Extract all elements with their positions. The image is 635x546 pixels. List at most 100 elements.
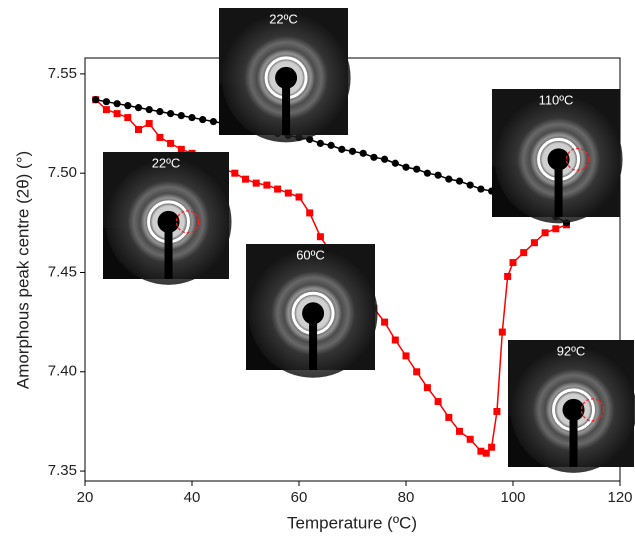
point — [445, 175, 453, 183]
point — [252, 179, 260, 187]
inset-label: 22ºC — [269, 11, 298, 26]
inset-beamstop — [547, 148, 570, 171]
point — [402, 163, 410, 171]
point — [135, 125, 142, 133]
inset-stem — [282, 77, 291, 135]
inset-beamstop — [275, 66, 298, 89]
point — [263, 181, 271, 189]
point — [242, 175, 249, 183]
point — [520, 249, 528, 257]
y-tick-label: 7.50 — [48, 164, 77, 181]
point — [482, 449, 490, 457]
point — [477, 185, 485, 193]
inset-stem — [309, 313, 318, 370]
point — [338, 145, 346, 153]
inset-beamstop — [302, 302, 325, 325]
diffraction-inset: 92ºC — [508, 340, 635, 473]
point — [552, 225, 560, 233]
point — [488, 443, 496, 451]
point — [306, 209, 314, 217]
point — [456, 427, 463, 435]
point — [316, 233, 324, 241]
point — [102, 106, 110, 114]
point — [295, 193, 303, 201]
y-tick-label: 7.45 — [48, 263, 77, 280]
point — [509, 259, 517, 267]
point — [434, 171, 442, 179]
point — [477, 447, 485, 455]
point — [370, 153, 378, 161]
point — [445, 413, 453, 421]
point — [359, 149, 367, 157]
point — [156, 133, 164, 141]
point — [348, 147, 357, 155]
point — [504, 272, 512, 280]
point — [413, 368, 421, 376]
point — [274, 185, 282, 193]
point — [102, 98, 110, 106]
point — [327, 141, 335, 149]
x-axis-title: Temperature (ºC) — [287, 513, 417, 532]
y-tick-label: 7.55 — [48, 65, 77, 82]
point — [124, 114, 132, 122]
inset-stem — [569, 409, 578, 467]
point — [423, 384, 431, 392]
x-tick-label: 20 — [77, 489, 94, 506]
x-tick-label: 40 — [184, 489, 201, 506]
point — [455, 177, 464, 185]
point — [177, 145, 185, 153]
point — [113, 110, 121, 118]
point — [167, 110, 175, 118]
point — [145, 106, 153, 114]
diffraction-inset: 110ºC — [492, 89, 623, 224]
point — [413, 165, 421, 173]
point — [284, 189, 292, 197]
inset-marker — [580, 398, 605, 422]
point — [498, 328, 506, 336]
point — [381, 155, 389, 163]
point — [530, 239, 538, 247]
point — [381, 318, 389, 326]
point — [466, 181, 474, 189]
point — [466, 435, 474, 443]
x-tick-label: 100 — [500, 489, 525, 506]
y-tick-label: 7.35 — [48, 462, 77, 479]
diffraction-inset: 60ºC — [246, 244, 378, 378]
point — [493, 407, 501, 415]
point — [391, 336, 399, 344]
point — [402, 352, 410, 360]
diffraction-inset: 22ºC — [103, 152, 232, 285]
point — [199, 115, 207, 124]
inset-label: 92ºC — [557, 343, 586, 358]
point — [541, 229, 549, 237]
point — [124, 102, 132, 110]
point — [134, 104, 143, 112]
inset-marker — [565, 147, 590, 172]
inset-beamstop — [157, 210, 180, 233]
plot-frame — [84, 57, 621, 482]
y-tick-label: 7.40 — [48, 363, 77, 380]
point — [316, 139, 324, 147]
point — [209, 117, 217, 126]
inset-beamstop — [562, 398, 585, 421]
x-tick-label: 120 — [607, 489, 632, 506]
point — [92, 96, 100, 104]
y-axis-title: Amorphous peak centre (2θ) (°) — [13, 151, 32, 389]
inset-label: 60ºC — [296, 247, 325, 262]
point — [145, 120, 153, 128]
point — [391, 159, 399, 167]
x-tick-label: 80 — [398, 489, 415, 506]
point — [113, 100, 121, 108]
point — [423, 169, 431, 177]
inset-marker — [175, 210, 200, 234]
inset-label: 22ºC — [152, 155, 181, 170]
point — [167, 139, 175, 147]
point — [156, 108, 164, 116]
x-tick-label: 60 — [291, 489, 308, 506]
point — [231, 169, 239, 177]
inset-stem — [164, 221, 173, 279]
point — [188, 113, 196, 122]
point — [434, 398, 442, 406]
diffraction-inset: 22ºC — [219, 8, 351, 143]
